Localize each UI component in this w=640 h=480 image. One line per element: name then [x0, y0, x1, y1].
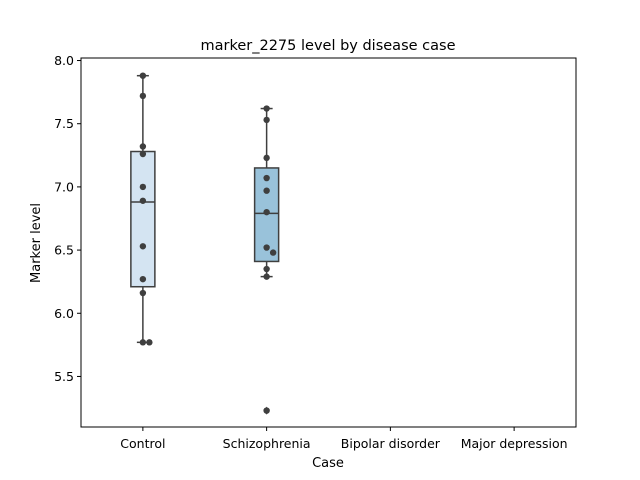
y-axis: 5.5 6.0 6.5 7.0 7.5 8.0: [54, 53, 81, 384]
box-control: [130, 74, 156, 344]
data-point: [263, 244, 270, 251]
data-point: [263, 407, 270, 414]
data-point: [139, 183, 147, 191]
data-point: [263, 187, 270, 194]
data-point: [263, 265, 270, 273]
y-tick-label: 6.5: [54, 243, 74, 258]
y-axis-label: Marker level: [29, 203, 44, 283]
data-point: [263, 105, 270, 112]
x-tick-label: Bipolar disorder: [341, 436, 441, 451]
y-tick-label: 8.0: [54, 53, 74, 68]
y-tick-label: 7.0: [54, 179, 74, 194]
y-tick-label: 5.5: [54, 369, 74, 384]
data-point: [139, 92, 147, 100]
data-point: [139, 243, 147, 250]
x-tick-label: Control: [120, 436, 165, 451]
box-body: [130, 150, 156, 288]
data-point: [139, 289, 147, 297]
chart-title: marker_2275 level by disease case: [201, 38, 456, 54]
data-point: [139, 197, 147, 204]
data-point: [139, 150, 147, 158]
plot-area: [130, 72, 280, 415]
data-point: [269, 249, 277, 256]
points-control: [139, 72, 153, 346]
data-point: [146, 339, 153, 346]
data-point: [263, 174, 270, 182]
data-point: [263, 154, 270, 162]
y-tick-label: 7.5: [54, 116, 74, 131]
data-point: [263, 116, 270, 124]
data-point: [139, 72, 147, 79]
plot-frame: [80, 57, 577, 428]
y-tick-label: 6.0: [54, 306, 74, 321]
data-point: [263, 208, 270, 216]
x-tick-label: Major depression: [461, 436, 568, 451]
box-schizophrenia: [253, 107, 280, 415]
x-axis-label: Case: [312, 456, 344, 471]
x-axis: Control Schizophrenia Bipolar disorder Majo…: [120, 427, 568, 451]
data-point: [139, 143, 147, 150]
data-point: [263, 273, 270, 280]
points-schizophrenia: [263, 105, 277, 414]
data-point: [139, 275, 147, 283]
x-tick-label: Schizophrenia: [223, 436, 311, 451]
data-point: [139, 339, 147, 346]
